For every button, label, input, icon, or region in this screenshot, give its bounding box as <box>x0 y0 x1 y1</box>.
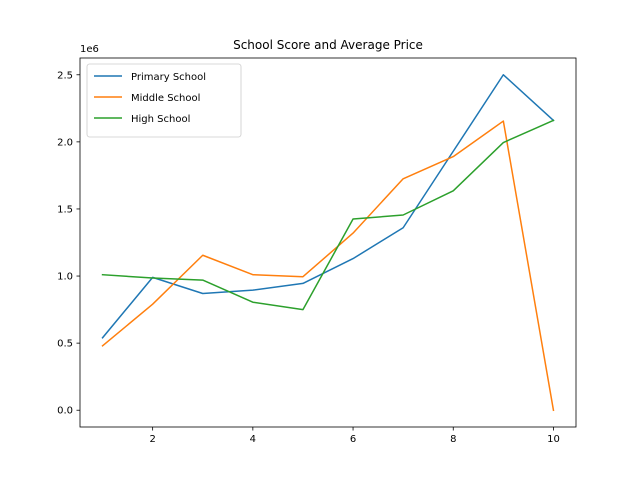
y-tick-label: 1.5 <box>57 204 73 215</box>
legend: Primary School Middle School High School <box>86 63 242 138</box>
axes: 2 4 6 8 10 0.0 0.5 1.0 1.5 2.0 2.5 <box>57 57 577 445</box>
y-tick-label: 0.5 <box>57 339 73 350</box>
y-tick-label: 1.0 <box>57 272 73 283</box>
legend-entry-label: Primary School <box>131 72 206 83</box>
x-tick-label: 2 <box>149 434 155 445</box>
y-tick-label: 2.5 <box>57 70 73 81</box>
y-tick-label: 0.0 <box>57 406 73 417</box>
plot-area <box>101 74 555 412</box>
x-tick-label: 8 <box>450 434 456 445</box>
series-line-high-school <box>101 119 555 311</box>
legend-entry-label: Middle School <box>131 93 200 104</box>
legend-entry-label: High School <box>131 114 190 125</box>
x-tick-label: 4 <box>250 434 256 445</box>
x-tick-label: 6 <box>350 434 356 445</box>
x-tick-label: 10 <box>547 434 560 445</box>
y-tick-label: 2.0 <box>57 137 73 148</box>
series-line-primary-school <box>101 74 555 339</box>
chart-title: School Score and Average Price <box>233 38 423 52</box>
y-offset-label: 1e6 <box>80 44 99 55</box>
axes-frame <box>79 57 577 428</box>
legend-box <box>86 63 242 138</box>
